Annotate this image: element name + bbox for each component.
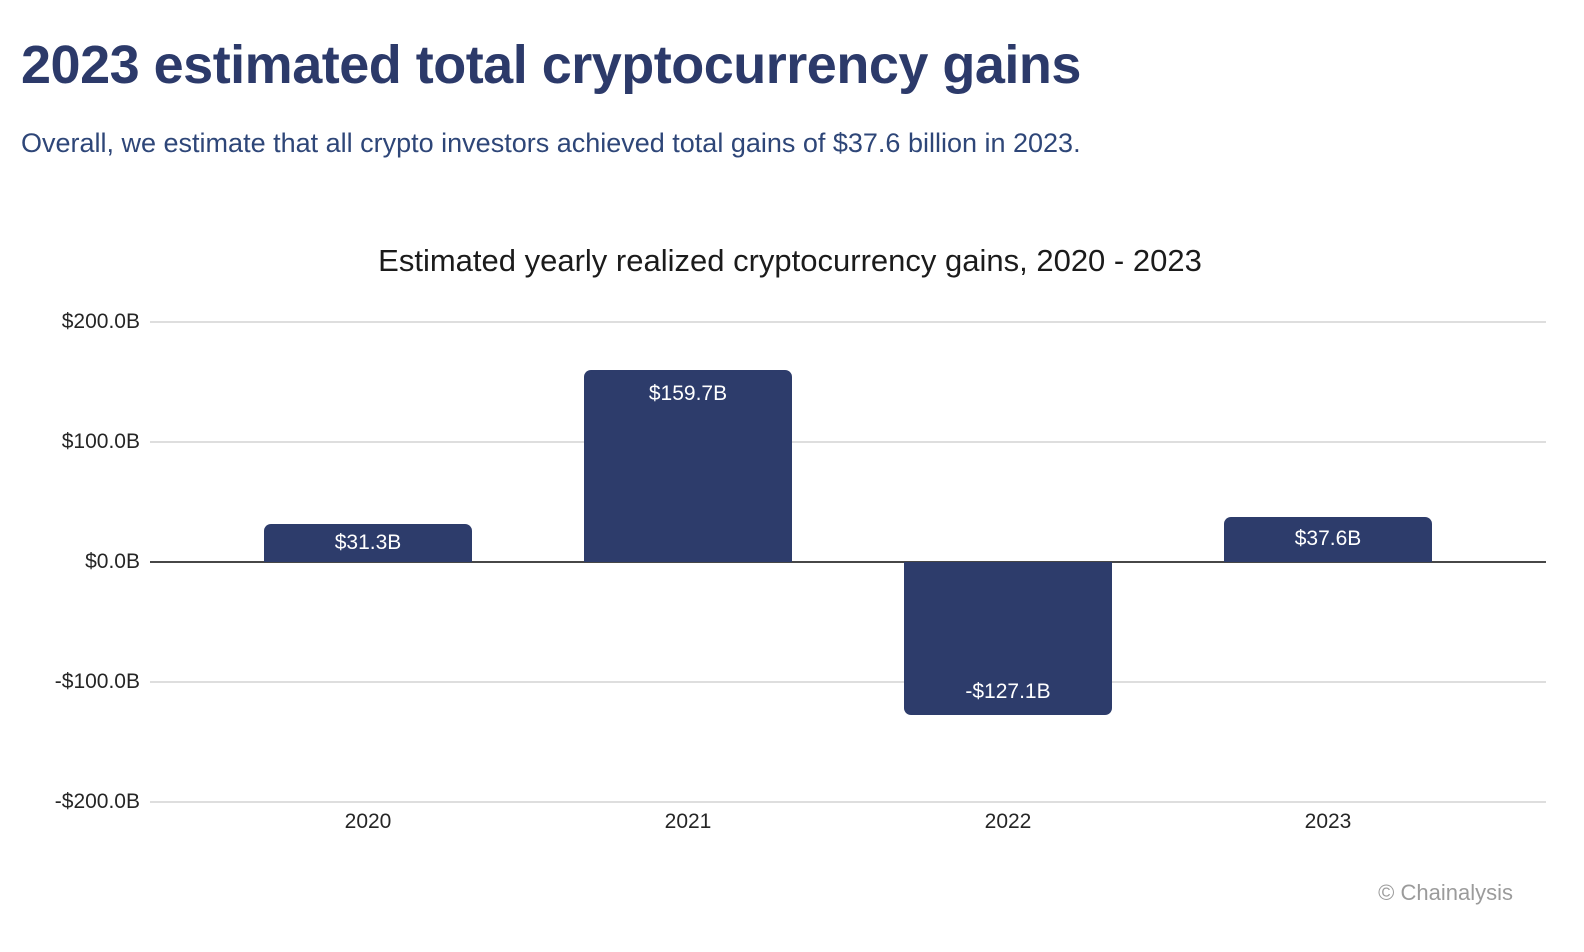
- chainalysis-watermark: © Chainalysis: [1378, 880, 1513, 905]
- bar-value-label: $31.3B: [334, 531, 402, 555]
- x-tick-label: 2021: [664, 810, 712, 833]
- bar-value-label: $159.7B: [648, 382, 728, 406]
- x-tick-label: 2022: [984, 810, 1032, 833]
- y-tick-label: $0.0B: [85, 550, 140, 573]
- bar-2022: [904, 562, 1112, 715]
- page-title: 2023 estimated total cryptocurrency gain…: [21, 35, 1081, 95]
- x-tick-label: 2023: [1304, 810, 1352, 833]
- chart-title: Estimated yearly realized cryptocurrency…: [378, 243, 1202, 278]
- zero-axis-line: [150, 561, 1546, 563]
- y-tick-label: -$200.0B: [54, 790, 140, 813]
- page-subtitle: Overall, we estimate that all crypto inv…: [21, 128, 1081, 158]
- y-tick-label: $200.0B: [61, 310, 140, 333]
- bar-value-label: -$127.1B: [965, 679, 1051, 703]
- y-tick-label: $100.0B: [61, 430, 140, 453]
- gridline: [150, 801, 1546, 803]
- gridline: [150, 681, 1546, 683]
- bar-2020: [264, 524, 472, 562]
- x-tick-label: 2020: [344, 810, 392, 833]
- gridline: [150, 441, 1546, 443]
- bar-2021: [584, 370, 792, 562]
- y-tick-label: -$100.0B: [54, 670, 140, 693]
- bar-value-label: $37.6B: [1294, 527, 1362, 551]
- gridline: [150, 321, 1546, 323]
- bar-2023: [1224, 516, 1432, 562]
